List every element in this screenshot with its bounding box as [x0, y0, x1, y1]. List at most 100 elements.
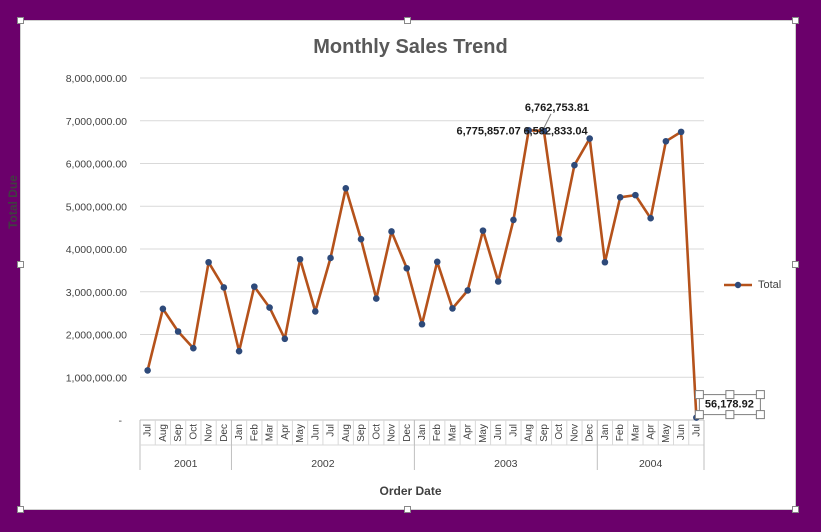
data-point: [296, 255, 304, 263]
label-handle: [725, 410, 735, 420]
x-tick-label: Jul: [508, 424, 519, 437]
x-tick-label: Mar: [447, 423, 458, 441]
data-point: [510, 216, 517, 224]
legend-swatch: [724, 281, 752, 289]
x-tick-label: Sep: [173, 424, 184, 442]
x-tick-label: Apr: [280, 423, 291, 439]
x-tick-label: Nov: [204, 424, 215, 442]
y-tick-label: 2,000,000.00: [66, 330, 127, 342]
x-tick-label: Jul: [691, 424, 702, 437]
x-tick-label: Dec: [219, 424, 230, 442]
data-label: 6,762,753.81: [525, 102, 589, 114]
x-tick-label: Nov: [569, 424, 580, 442]
x-axis-title[interactable]: Order Date: [379, 484, 442, 498]
x-tick-label: Sep: [356, 424, 367, 442]
resize-handle-bottom-right[interactable]: [792, 506, 799, 513]
data-point: [220, 284, 228, 291]
data-point: [144, 367, 151, 374]
x-tick-label: Jun: [493, 424, 504, 440]
data-point: [342, 184, 350, 192]
x-tick-label: Mar: [630, 423, 641, 441]
data-point: [388, 228, 395, 235]
resize-handle-bottom-center[interactable]: [404, 506, 411, 513]
legend[interactable]: Total: [724, 279, 781, 291]
data-point: [662, 137, 670, 145]
year-label: 2002: [311, 458, 335, 470]
resize-handle-bottom-left[interactable]: [17, 506, 24, 513]
x-tick-label: May: [478, 424, 489, 443]
year-label: 2003: [494, 458, 518, 470]
x-tick-label: Oct: [188, 424, 199, 440]
data-point: [251, 283, 258, 290]
x-tick-label: Oct: [554, 424, 565, 440]
resize-handle-top-left[interactable]: [17, 17, 24, 24]
x-tick-label: Dec: [585, 424, 596, 442]
leader-line: [543, 113, 552, 129]
x-tick-label: Jun: [676, 424, 687, 440]
resize-handle-top-center[interactable]: [404, 17, 411, 24]
data-point: [205, 258, 212, 266]
x-tick-label: Mar: [265, 423, 276, 441]
x-tick-label: Apr: [646, 423, 657, 439]
data-point: [525, 127, 533, 134]
data-point: [616, 193, 624, 201]
x-tick-label: Nov: [387, 424, 398, 442]
data-point: [464, 287, 472, 294]
year-label: 2004: [639, 458, 663, 470]
resize-handle-middle-right[interactable]: [792, 261, 799, 268]
x-tick-label: Aug: [524, 424, 535, 442]
data-point: [327, 254, 334, 262]
data-point: [190, 344, 197, 352]
y-tick-label: 6,000,000.00: [66, 159, 127, 171]
data-point: [403, 264, 411, 272]
x-tick-label: Jan: [417, 424, 428, 440]
data-point: [555, 235, 563, 243]
data-label: 56,178.92: [705, 399, 754, 411]
chart-title[interactable]: Monthly Sales Trend: [313, 36, 508, 58]
data-point: [281, 335, 289, 343]
y-tick-label: 7,000,000.00: [66, 116, 127, 128]
x-tick-label: May: [661, 424, 672, 443]
resize-handle-top-right[interactable]: [792, 17, 799, 24]
x-tick-label: Feb: [432, 424, 443, 442]
y-tick-label: -: [119, 415, 123, 427]
label-handle: [694, 410, 704, 420]
data-point: [632, 191, 639, 199]
data-point: [449, 305, 456, 312]
label-handle: [755, 390, 765, 400]
x-tick-label: Jun: [310, 424, 321, 440]
x-tick-label: Aug: [158, 424, 169, 442]
x-tick-label: Jul: [143, 424, 154, 437]
data-point: [571, 161, 578, 169]
y-tick-label: 5,000,000.00: [66, 201, 127, 213]
data-point: [494, 278, 502, 285]
x-tick-label: Jan: [600, 424, 611, 440]
x-tick-label: Feb: [615, 424, 626, 442]
x-tick-label: Jan: [234, 424, 245, 440]
x-tick-label: Oct: [371, 424, 382, 440]
resize-handle-middle-left[interactable]: [17, 261, 24, 268]
data-point: [311, 308, 319, 315]
data-point: [235, 347, 243, 355]
data-point: [677, 128, 685, 136]
x-tick-label: Aug: [341, 424, 352, 442]
y-tick-label: 1,000,000.00: [66, 372, 127, 384]
data-point: [418, 320, 426, 328]
data-point: [540, 127, 548, 135]
data-point: [647, 214, 654, 222]
y-tick-label: 8,000,000.00: [66, 73, 127, 85]
label-handle: [725, 390, 735, 400]
chart-area[interactable]: [20, 20, 796, 510]
data-label: 6,775,857.07: [456, 125, 520, 137]
data-point: [479, 227, 487, 234]
x-tick-label: Apr: [463, 423, 474, 439]
data-point: [174, 328, 182, 335]
data-point: [159, 305, 167, 313]
data-point: [266, 304, 273, 311]
x-tick-label: May: [295, 424, 306, 443]
data-point: [601, 258, 609, 266]
data-point: [372, 295, 380, 302]
label-handle: [694, 390, 704, 400]
y-tick-label: 3,000,000.00: [66, 287, 127, 299]
